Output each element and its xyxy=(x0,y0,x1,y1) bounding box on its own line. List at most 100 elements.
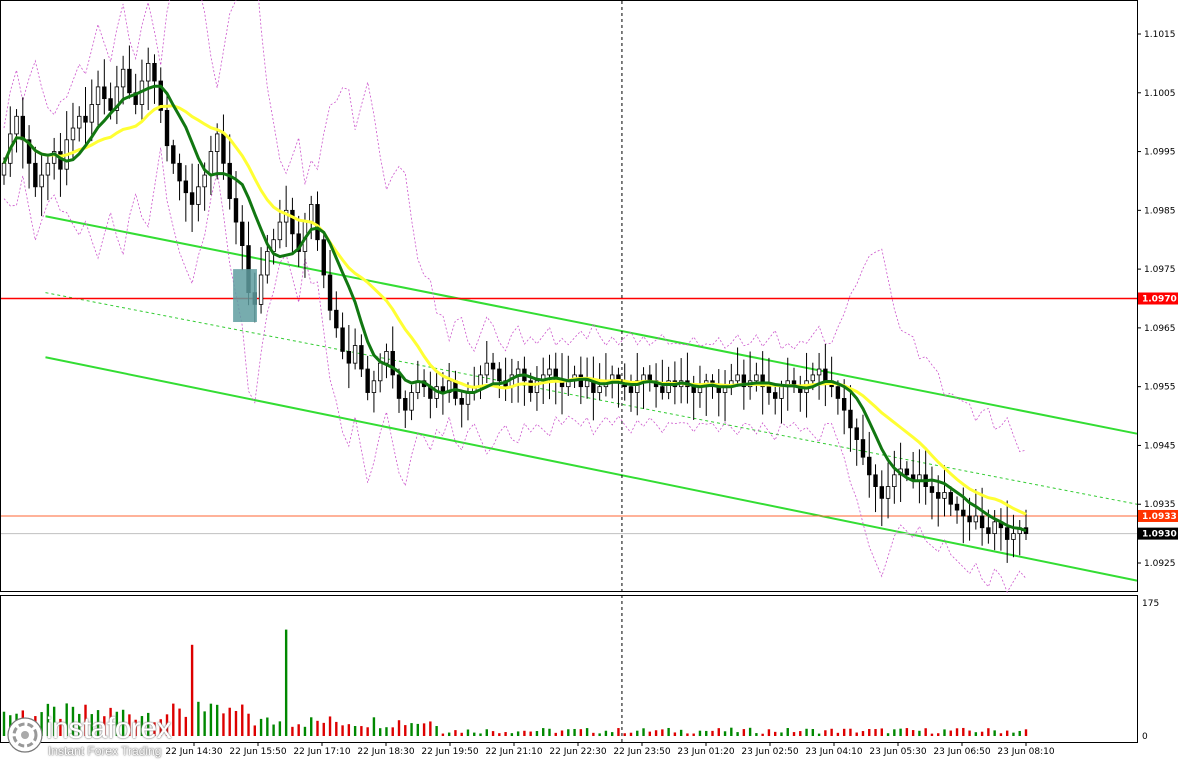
volume-bar xyxy=(911,730,915,736)
candle-body xyxy=(936,492,941,499)
time-tick-label: 22 Jun 22:30 xyxy=(549,747,606,757)
candle-body xyxy=(484,362,489,376)
volume-bar xyxy=(937,733,940,736)
candle-body xyxy=(365,368,370,393)
volume-bar xyxy=(228,707,231,736)
volume-bar xyxy=(742,729,746,736)
volume-bar xyxy=(347,724,351,736)
volume-bar xyxy=(573,728,576,736)
volume-bar xyxy=(955,728,959,736)
volume-bar xyxy=(980,731,984,736)
volume-bar xyxy=(799,731,802,736)
candle-body xyxy=(120,68,126,88)
volume-bar xyxy=(617,728,620,736)
volume-bar xyxy=(466,729,470,736)
volume-bar xyxy=(103,716,106,736)
time-axis: 22 Jun 14:30 22 Jun 15:50 22 Jun 17:10 22 J… xyxy=(165,743,1055,757)
candle-body xyxy=(597,386,602,393)
volume-bar xyxy=(730,727,733,736)
candle-body xyxy=(873,474,878,487)
volume-bar xyxy=(115,711,119,736)
volume-bar xyxy=(121,709,125,736)
volume-bar xyxy=(259,718,263,736)
entry-marker-box xyxy=(233,269,257,323)
volume-bar xyxy=(824,730,827,736)
volume-bar xyxy=(473,732,476,736)
volume-bar xyxy=(673,732,677,736)
candle-body xyxy=(45,162,51,176)
volume-tick-label: 175 xyxy=(1142,599,1159,609)
logo-brand: instaforex xyxy=(46,712,172,745)
volume-bar xyxy=(203,711,206,736)
candle-body xyxy=(848,409,853,429)
candle-body xyxy=(816,368,822,376)
volume-bar xyxy=(291,726,294,736)
volume-bar xyxy=(147,712,150,736)
candle-body xyxy=(114,86,120,111)
volume-bar xyxy=(548,728,551,736)
volume-bar xyxy=(836,732,840,736)
volume-bar xyxy=(748,727,752,736)
volume-bar xyxy=(172,703,175,736)
volume-bar xyxy=(2,711,6,736)
candle-body xyxy=(83,115,88,123)
price-axis: 1.10151.10051.09951.09851.09751.09651.09… xyxy=(1137,30,1176,569)
candle-body xyxy=(39,174,44,188)
envelope-lower xyxy=(3,147,1027,594)
candle-body xyxy=(183,180,189,194)
candle-body xyxy=(315,204,320,241)
candle-body xyxy=(409,392,414,411)
volume-bar xyxy=(284,629,288,736)
candle-body xyxy=(277,221,283,241)
volume-bar xyxy=(679,729,683,736)
candle-body xyxy=(164,110,170,147)
volume-bar xyxy=(686,733,689,736)
volume-bar xyxy=(861,731,865,736)
price-tick-label: 1.1005 xyxy=(1144,89,1176,99)
candle-body xyxy=(1,162,7,176)
volume-bar xyxy=(736,732,739,736)
volume-bar xyxy=(485,729,488,736)
moving-averages xyxy=(2,84,1027,533)
candle-body xyxy=(666,380,671,393)
volume-bar xyxy=(930,733,934,736)
candle-body xyxy=(377,362,383,382)
volume-bar xyxy=(723,731,727,736)
candle-body xyxy=(152,62,157,82)
volume-bar xyxy=(993,730,996,736)
candle-body xyxy=(835,386,841,399)
volume-bar xyxy=(560,730,564,736)
price-tag-label: 1.0930 xyxy=(1142,530,1177,540)
volume-bar xyxy=(310,717,313,736)
volume-bar xyxy=(165,714,169,736)
volume-bar xyxy=(209,703,213,736)
candle-body xyxy=(202,174,207,188)
volume-bar xyxy=(454,730,457,736)
volume-bar xyxy=(391,727,394,736)
volume-bar xyxy=(460,732,463,736)
time-tick-label: 22 Jun 19:50 xyxy=(421,747,478,757)
volume-bar xyxy=(416,723,420,736)
candle-body xyxy=(860,439,866,458)
volume-bar xyxy=(943,729,946,736)
candle-body xyxy=(221,133,226,164)
candle-body xyxy=(992,521,997,535)
candle-body xyxy=(766,386,772,393)
candle-body xyxy=(89,104,94,123)
volume-bar xyxy=(197,701,200,736)
price-tag-label: 1.0933 xyxy=(1142,512,1177,522)
candle-body xyxy=(885,486,891,499)
volume-bar xyxy=(855,732,858,736)
volume-tick-label: 0 xyxy=(1142,732,1148,742)
candle-body xyxy=(403,398,408,411)
volume-bar xyxy=(479,733,482,736)
channel-lower-line xyxy=(45,356,1138,582)
main-panel-frame xyxy=(0,0,1138,592)
volume-bar xyxy=(90,714,93,736)
price-tick-label: 1.0955 xyxy=(1144,383,1176,393)
volume-bar xyxy=(128,714,131,736)
candle-body xyxy=(108,98,113,111)
volume-bar xyxy=(642,728,645,736)
volume-bar xyxy=(159,719,162,736)
